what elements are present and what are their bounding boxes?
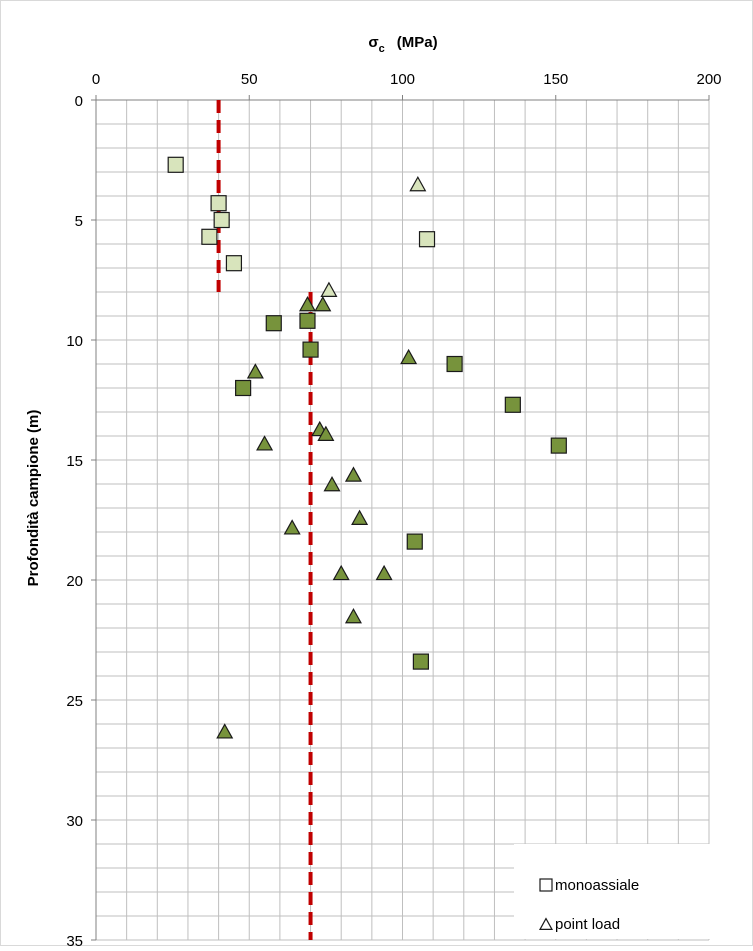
data-point-triangle bbox=[344, 608, 362, 624]
x-axis-title-subscript: c bbox=[379, 43, 385, 55]
data-point-triangle bbox=[332, 564, 350, 581]
x-axis-title: σc (MPa) bbox=[368, 34, 437, 55]
data-point-triangle bbox=[344, 466, 362, 482]
data-point-square bbox=[235, 379, 252, 397]
data-markers bbox=[167, 156, 567, 739]
grid-layer bbox=[95, 99, 710, 941]
x-tick-label: 150 bbox=[543, 71, 568, 88]
data-point-triangle bbox=[216, 723, 234, 739]
data-point-triangle bbox=[283, 519, 301, 535]
data-point-square bbox=[412, 653, 429, 670]
data-point-square bbox=[210, 195, 227, 212]
data-point-triangle bbox=[375, 564, 393, 581]
data-point-square bbox=[213, 211, 230, 229]
data-point-triangle bbox=[298, 296, 317, 312]
y-tick-label: 35 bbox=[66, 933, 83, 946]
data-point-square bbox=[225, 255, 243, 272]
data-point-triangle bbox=[246, 363, 264, 379]
legend-label: point load bbox=[555, 916, 620, 933]
y-tick-label: 5 bbox=[75, 213, 83, 230]
data-point-square bbox=[265, 315, 282, 332]
data-point-square bbox=[167, 156, 184, 173]
x-axis-title-symbol: σ bbox=[368, 34, 378, 51]
data-point-square bbox=[418, 231, 436, 248]
x-tick-label: 200 bbox=[696, 71, 721, 88]
y-tick-label: 25 bbox=[66, 693, 83, 710]
x-tick-label: 100 bbox=[390, 71, 415, 88]
data-point-square bbox=[302, 341, 319, 358]
x-tick-label: 50 bbox=[241, 71, 258, 88]
data-point-square bbox=[201, 228, 218, 245]
data-point-square bbox=[550, 437, 567, 454]
data-point-square bbox=[299, 312, 316, 329]
x-axis-title-unit: (MPa) bbox=[397, 34, 438, 51]
reference-lines bbox=[216, 100, 313, 940]
data-point-triangle bbox=[317, 425, 335, 441]
data-point-triangle bbox=[256, 435, 274, 451]
series-monoassiale bbox=[167, 156, 567, 670]
data-point-triangle bbox=[314, 296, 332, 312]
y-tick-label: 0 bbox=[75, 93, 83, 110]
x-tick-label: 0 bbox=[92, 71, 100, 88]
data-point-triangle bbox=[409, 176, 427, 192]
data-point-square bbox=[504, 396, 521, 413]
series-point-load bbox=[216, 176, 427, 739]
y-tick-label: 15 bbox=[66, 453, 83, 470]
data-point-square bbox=[446, 355, 463, 373]
data-point-triangle bbox=[400, 348, 418, 365]
legend-label: monoassiale bbox=[555, 877, 639, 894]
legend-marker-triangle bbox=[538, 917, 554, 931]
data-point-triangle bbox=[320, 281, 338, 297]
legend: monoassiale point load bbox=[514, 844, 723, 939]
legend-entries: monoassiale point load bbox=[538, 877, 639, 933]
data-point-triangle bbox=[351, 509, 369, 525]
y-tick-label: 30 bbox=[66, 813, 83, 830]
axis-layer: 0 50 100 150 200 0 5 10 15 20 25 30 35 bbox=[66, 71, 721, 950]
y-tick-label: 20 bbox=[66, 573, 83, 590]
y-tick-label: 10 bbox=[66, 333, 83, 350]
y-axis-title: Profondità campione (m) bbox=[25, 410, 42, 587]
legend-marker-square bbox=[539, 878, 553, 892]
data-point-triangle bbox=[323, 476, 341, 492]
data-point-square bbox=[406, 533, 423, 550]
